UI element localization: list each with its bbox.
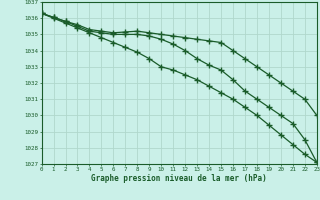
X-axis label: Graphe pression niveau de la mer (hPa): Graphe pression niveau de la mer (hPa)	[91, 174, 267, 183]
